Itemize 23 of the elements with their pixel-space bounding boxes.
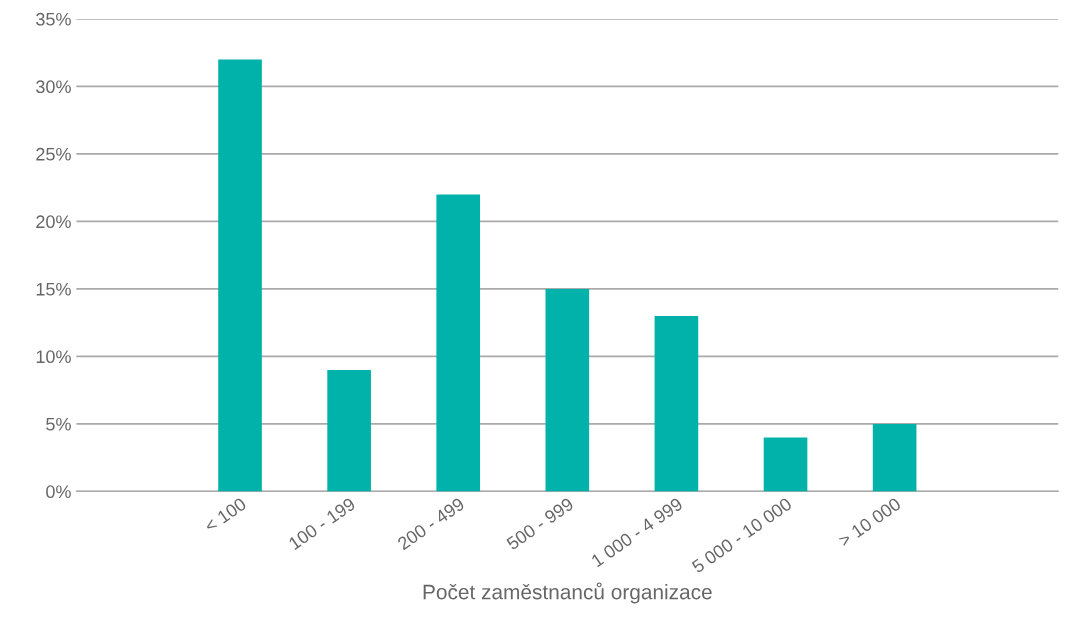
x-tick-label: 1 000 - 4 999 [590,497,684,568]
y-tick-label: 5% [46,417,71,431]
bar [763,437,808,492]
bar [218,59,262,492]
y-tick-label: 25% [36,147,71,161]
x-axis-title: Počet zaměstnanců organizace [423,582,712,604]
bar [545,288,590,492]
x-tick-label: > 10 000 [837,497,902,548]
x-tick-label: 200 - 499 [396,497,466,551]
x-tick-label: 500 - 999 [505,497,575,551]
y-tick-label: 35% [36,12,71,26]
y-tick-label: 10% [36,350,71,364]
y-tick-label: 30% [36,80,71,94]
bar [436,194,481,492]
bar [327,369,371,492]
bar [872,423,917,492]
x-tick-label: 5 000 - 10 000 [691,497,793,574]
bar [654,315,699,492]
y-tick-label: 0% [46,485,71,499]
x-tick-label: 100 - 199 [288,497,357,551]
y-tick-label: 20% [36,215,71,229]
y-tick-label: 15% [36,282,71,296]
x-tick-label: < 100 [203,497,248,533]
